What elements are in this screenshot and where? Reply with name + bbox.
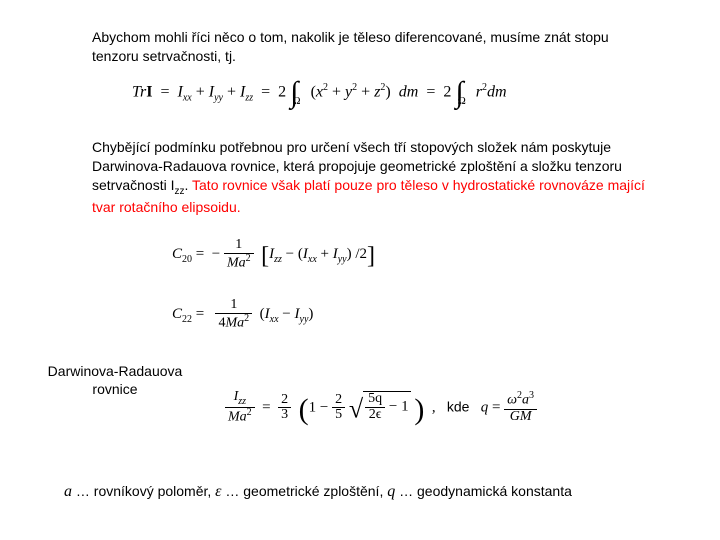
trace-equation: TrI = Ixx + Iyy + Izz = 2 ∫Ω (x2 + y2 + … [132, 82, 507, 104]
intro-paragraph: Abychom mohli říci něco o tom, nakolik j… [92, 28, 652, 66]
legend-line: a … rovníkový poloměr, ε … geometrické z… [64, 483, 684, 501]
darwin-paragraph: Chybějící podmínku potřebnou pro určení … [92, 138, 672, 217]
darwin-radau-equation: Izz Ma2 = 23 (1 − 25 √ 5q2ϵ − 1 ) , kde … [225, 390, 537, 426]
text: Abychom mohli říci něco o tom, nakolik j… [92, 29, 609, 64]
darwin-radau-label: Darwinova-Radauova rovnice [40, 362, 190, 398]
c22-equation: C22 = 14Ma2 (Ixx − Iyy) [172, 298, 313, 331]
c20-equation: C20 = − 1Ma2 [Izz − (Ixx + Iyy) /2] [172, 238, 375, 271]
